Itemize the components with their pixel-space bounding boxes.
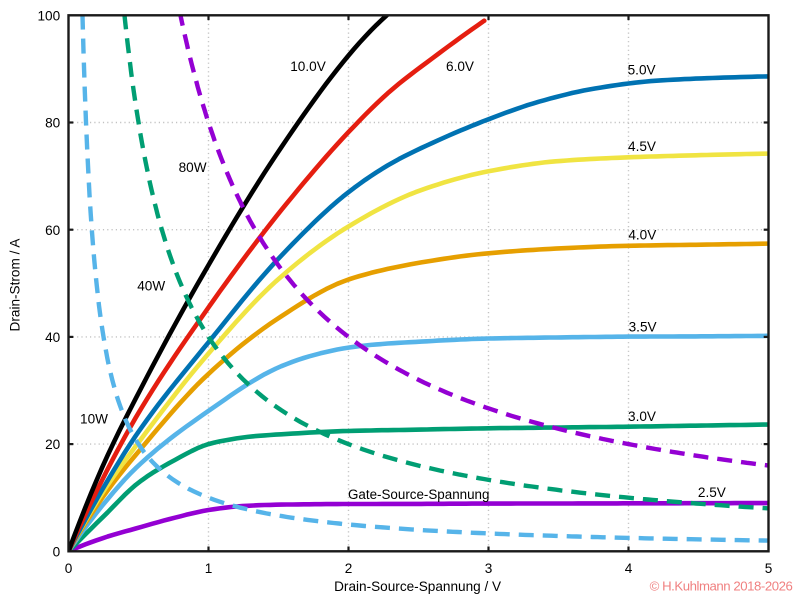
svg-text:80: 80 xyxy=(45,116,61,131)
svg-text:100: 100 xyxy=(38,8,61,23)
svg-text:80W: 80W xyxy=(179,160,207,175)
svg-text:3.0V: 3.0V xyxy=(628,409,656,424)
svg-text:4.5V: 4.5V xyxy=(628,139,656,154)
svg-text:3: 3 xyxy=(485,561,493,576)
svg-text:5: 5 xyxy=(765,561,773,576)
svg-text:60: 60 xyxy=(45,223,61,238)
svg-text:40: 40 xyxy=(45,330,61,345)
svg-text:5.0V: 5.0V xyxy=(628,62,656,77)
svg-text:10.0V: 10.0V xyxy=(290,59,326,74)
svg-text:20: 20 xyxy=(45,437,61,452)
svg-text:40W: 40W xyxy=(137,279,165,294)
svg-text:6.0V: 6.0V xyxy=(446,59,474,74)
svg-text:4.0V: 4.0V xyxy=(628,228,656,243)
svg-text:2: 2 xyxy=(345,561,353,576)
svg-text:Gate-Source-Spannung: Gate-Source-Spannung xyxy=(348,487,489,502)
svg-text:© H.Kuhlmann 2018-2026: © H.Kuhlmann 2018-2026 xyxy=(650,579,793,594)
svg-text:3.5V: 3.5V xyxy=(629,320,657,335)
svg-text:2.5V: 2.5V xyxy=(698,485,726,500)
svg-text:1: 1 xyxy=(205,561,213,576)
svg-text:Drain-Source-Spannung / V: Drain-Source-Spannung / V xyxy=(334,579,501,594)
svg-text:0: 0 xyxy=(65,561,73,576)
svg-text:0: 0 xyxy=(53,544,61,559)
svg-text:10W: 10W xyxy=(80,411,108,426)
svg-text:Drain-Strom / A: Drain-Strom / A xyxy=(8,238,23,332)
svg-text:4: 4 xyxy=(625,561,633,576)
